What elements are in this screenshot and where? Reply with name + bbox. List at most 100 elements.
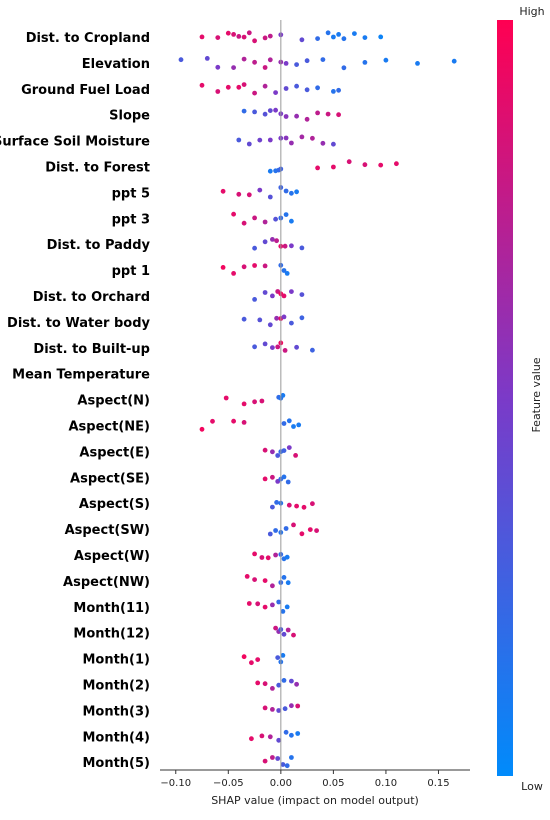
shap-point <box>273 625 278 631</box>
shap-point <box>236 84 242 90</box>
shap-point <box>280 393 286 398</box>
shap-point <box>252 344 257 350</box>
shap-point <box>262 65 268 70</box>
shap-point <box>273 528 278 533</box>
shap-point <box>315 165 320 171</box>
x-axis-title: SHAP value (impact on model output) <box>211 794 419 807</box>
shap-point <box>304 87 310 93</box>
shap-point <box>273 216 278 222</box>
feature-label: Ground Fuel Load <box>21 83 150 98</box>
feature-label: Aspect(SE) <box>70 471 150 486</box>
shap-point <box>225 30 231 36</box>
shap-point <box>299 134 305 140</box>
shap-point <box>270 504 275 510</box>
shap-point <box>336 32 341 37</box>
shap-point <box>267 33 273 39</box>
shap-point <box>362 35 368 40</box>
shap-point <box>289 140 294 146</box>
shap-point <box>210 418 215 424</box>
shap-point <box>299 245 305 251</box>
x-axis: −0.10 −0.05 0.00 0.05 0.10 0.15 SHAP value (i… <box>160 769 470 807</box>
x-ticks: −0.10 −0.05 0.00 0.05 0.10 0.15 <box>160 770 450 789</box>
shap-point <box>199 426 205 432</box>
shap-point <box>246 192 252 198</box>
feature-label: Dist. to Built-up <box>33 342 150 357</box>
feature-label: Dist. to Orchard <box>33 290 150 305</box>
shap-point <box>236 191 242 197</box>
shap-point <box>294 681 299 687</box>
shap-point <box>215 64 221 70</box>
shap-point <box>178 57 184 63</box>
shap-point <box>304 58 310 64</box>
shap-point <box>289 289 294 294</box>
feature-label: Surface Soil Moisture <box>0 135 150 150</box>
shap-point <box>270 755 275 760</box>
feature-label: Slope <box>109 109 150 124</box>
shap-point <box>204 56 210 61</box>
feature-label: Month(3) <box>82 704 150 719</box>
shap-point <box>294 113 299 119</box>
x-tick-label: −0.05 <box>213 778 244 789</box>
shap-point <box>341 36 347 42</box>
shap-point <box>241 264 247 270</box>
shap-point <box>199 34 205 40</box>
shap-point <box>283 212 289 218</box>
shap-point <box>241 220 247 226</box>
x-tick-label: 0.05 <box>322 778 344 789</box>
shap-point <box>315 110 320 116</box>
shap-point <box>241 34 247 40</box>
shap-point <box>259 733 265 739</box>
feature-label: ppt 5 <box>112 186 150 201</box>
shap-point <box>252 551 257 557</box>
shap-point <box>267 57 273 63</box>
feature-label: Month(12) <box>73 627 150 642</box>
shap-point <box>294 189 299 195</box>
shap-point <box>291 522 296 528</box>
shap-point <box>281 448 287 453</box>
shap-point <box>231 418 237 424</box>
shap-point <box>283 61 289 66</box>
shap-point <box>262 239 268 245</box>
shap-point <box>267 194 273 200</box>
shap-point <box>215 35 221 40</box>
shap-point <box>262 681 268 687</box>
shap-point <box>252 577 257 582</box>
shap-point <box>299 37 305 43</box>
shap-point <box>296 422 302 428</box>
shap-point <box>285 479 291 485</box>
shap-point <box>259 398 265 404</box>
shap-point <box>284 763 290 769</box>
shap-point <box>241 108 247 114</box>
shap-point <box>262 341 268 347</box>
feature-label: Month(11) <box>73 601 150 616</box>
shap-point <box>270 583 275 589</box>
shap-point <box>331 34 336 40</box>
shap-point <box>276 708 282 713</box>
shap-point <box>262 447 268 453</box>
shap-point <box>249 736 254 742</box>
shap-point <box>236 34 242 39</box>
shap-point <box>283 135 289 141</box>
shap-point <box>283 526 289 531</box>
shap-point <box>284 604 290 610</box>
shap-point <box>285 627 291 633</box>
shap-point <box>275 756 281 761</box>
shap-point <box>310 135 315 141</box>
colorbar-low-label: Low <box>521 780 543 793</box>
shap-point <box>262 476 268 482</box>
shap-point <box>231 32 237 37</box>
shap-point <box>275 655 281 660</box>
shap-point <box>280 609 286 614</box>
shap-point <box>295 731 301 736</box>
shap-point <box>336 87 341 93</box>
shap-point <box>281 293 287 299</box>
shap-point <box>257 187 263 193</box>
shap-point <box>383 57 389 63</box>
feature-label: Dist. to Water body <box>7 316 150 331</box>
shap-point <box>262 705 268 711</box>
feature-label: ppt 3 <box>112 212 150 227</box>
shap-point <box>267 322 273 328</box>
shap-point <box>262 111 268 117</box>
shap-point <box>281 314 287 320</box>
shap-point <box>289 678 294 684</box>
